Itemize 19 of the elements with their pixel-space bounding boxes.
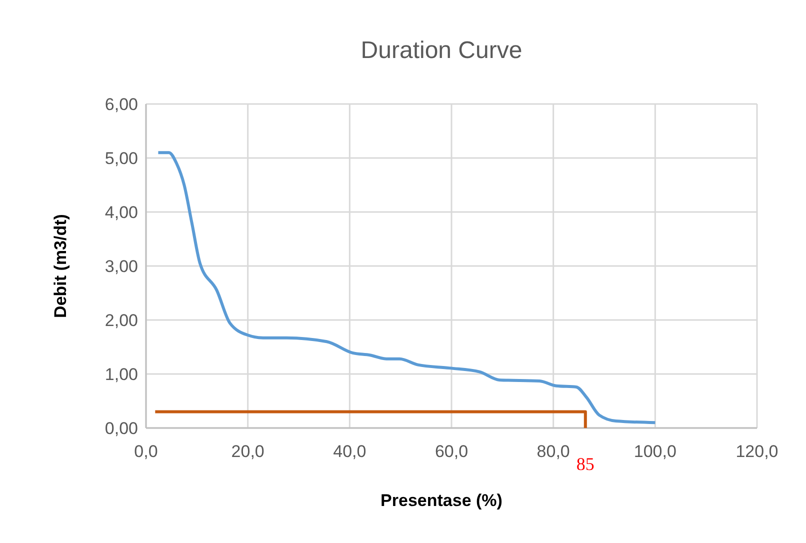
x-tick-label: 80,0 xyxy=(536,442,570,461)
x-tick-label: 40,0 xyxy=(333,442,366,461)
x-tick-label: 0,0 xyxy=(134,442,158,461)
annotation: 85 xyxy=(576,454,594,474)
y-tick-label: 0,00 xyxy=(104,418,138,438)
y-axis-title: Debit (m3/dt) xyxy=(51,214,70,318)
y-tick-label: 5,00 xyxy=(104,148,138,168)
y-tick-label: 4,00 xyxy=(104,202,138,222)
x-tick-label: 120,0 xyxy=(736,442,778,461)
y-tick-label: 3,00 xyxy=(104,256,138,276)
y-tick-label: 2,00 xyxy=(104,310,138,330)
x-tick-label: 100,0 xyxy=(634,442,676,461)
x-tick-label: 60,0 xyxy=(434,442,468,461)
y-tick-label: 1,00 xyxy=(104,364,138,384)
x-tick-label: 20,0 xyxy=(231,442,264,461)
x-axis-title: Presentase (%) xyxy=(380,491,502,510)
chart-title: Duration Curve xyxy=(360,37,522,64)
line-series xyxy=(156,151,657,424)
y-tick-label: 6,00 xyxy=(104,94,138,114)
